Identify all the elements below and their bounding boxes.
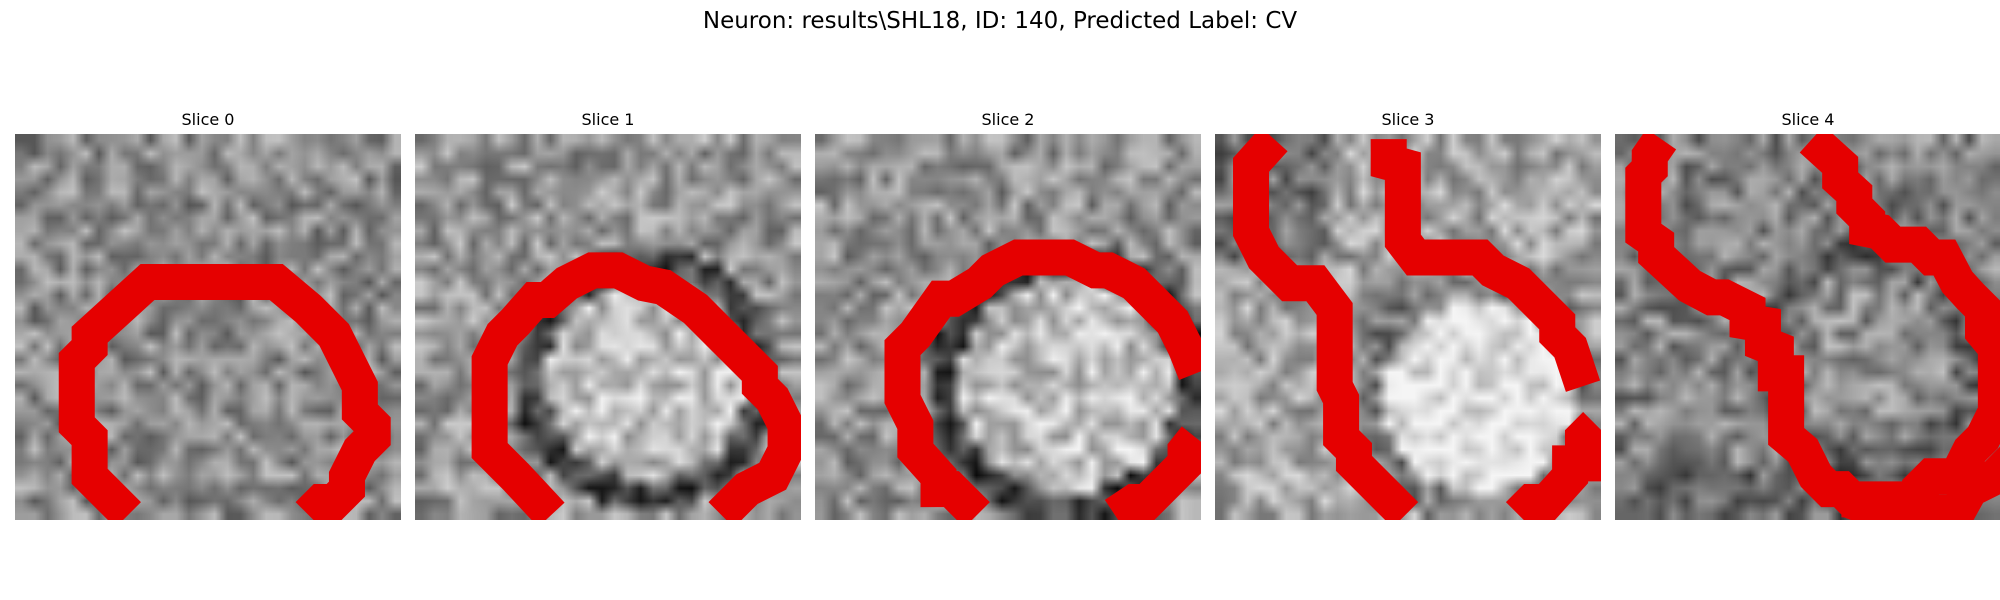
slice-title: Slice 2 <box>981 110 1035 129</box>
slice-image <box>815 134 1201 520</box>
slice-image <box>1215 134 1601 520</box>
slice-panel-0: Slice 0 <box>15 108 401 520</box>
slice-panel-4: Slice 4 <box>1615 108 2000 520</box>
slice-title: Slice 3 <box>1381 110 1435 129</box>
slice-image <box>415 134 801 520</box>
slice-panel-2: Slice 2 <box>815 108 1201 520</box>
slice-image <box>15 134 401 520</box>
slice-image <box>1615 134 2000 520</box>
slice-title: Slice 1 <box>581 110 635 129</box>
slice-title: Slice 0 <box>181 110 235 129</box>
slice-panel-1: Slice 1 <box>415 108 801 520</box>
figure-title: Neuron: results\SHL18, ID: 140, Predicte… <box>702 8 1298 34</box>
slice-panel-3: Slice 3 <box>1215 108 1601 520</box>
slice-title: Slice 4 <box>1781 110 1835 129</box>
